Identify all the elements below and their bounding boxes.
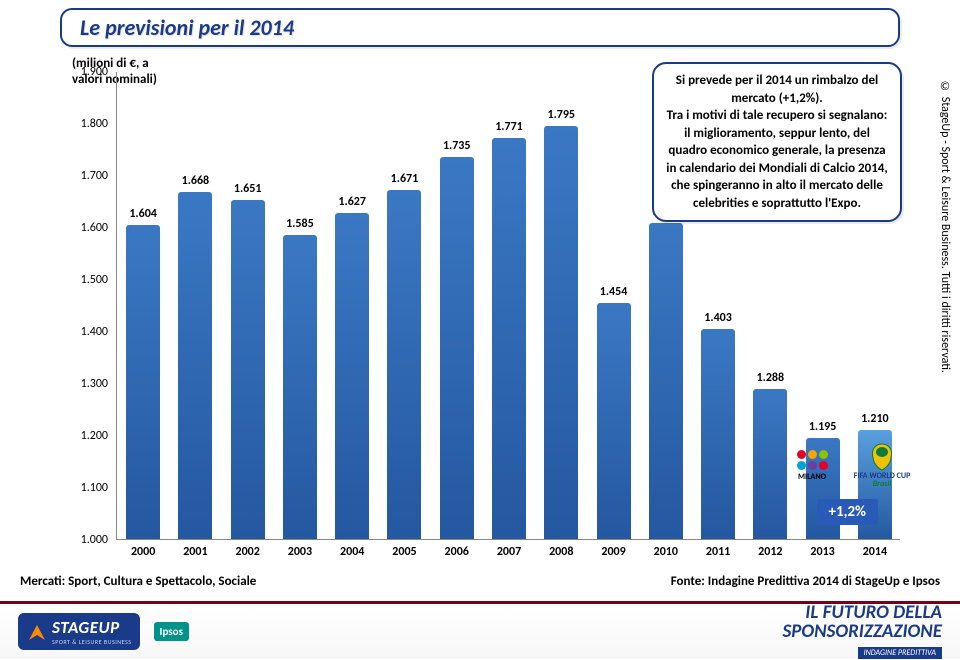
y-tick: 1.100 [81, 481, 108, 495]
futuro-l2: SPONSORIZZAZIONE [782, 622, 942, 641]
bar [387, 190, 421, 539]
stageup-mark: STAGEUP SPORT & LEISURE BUSINESS [18, 613, 140, 650]
bar-label: 1.795 [536, 108, 586, 122]
bar-label: 1.771 [484, 120, 534, 134]
x-tick: 2002 [235, 545, 259, 559]
callout-box: Si prevede per il 2014 un rimbalzo del m… [652, 62, 902, 222]
bar [544, 126, 578, 539]
y-axis: 1.000 1.100 1.200 1.300 1.400 1.500 1.600 1.700… [60, 72, 112, 562]
y-tick: 1.000 [81, 533, 108, 547]
percent-badge: +1,2% [817, 499, 878, 525]
y-tick: 1.600 [81, 221, 108, 235]
x-tick: 2009 [601, 545, 625, 559]
expo-logo: MILANO [782, 439, 842, 491]
stageup-tag: SPORT & LEISURE BUSINESS [52, 638, 132, 646]
bar [701, 329, 735, 539]
ipsos-logo: Ipsos [154, 622, 189, 641]
x-tick: 2003 [288, 545, 312, 559]
y-tick: 1.700 [81, 169, 108, 183]
bar-label: 1.454 [589, 285, 639, 299]
arrow-up-icon [26, 621, 48, 643]
bar [231, 200, 265, 539]
bar-label: 1.585 [275, 217, 325, 231]
bar [283, 235, 317, 539]
y-tick: 1.900 [81, 65, 108, 79]
expo-label: MILANO [798, 473, 826, 481]
bar-label: 1.671 [379, 172, 429, 186]
x-tick: 2012 [758, 545, 782, 559]
title-box: Le previsioni per il 2014 [60, 8, 900, 47]
footer-right: Fonte: Indagine Predittiva 2014 di Stage… [671, 574, 940, 589]
futuro-tag: INDAGINE PREDITTIVA [858, 647, 942, 659]
page-title: Le previsioni per il 2014 [80, 14, 880, 41]
bar [126, 225, 160, 539]
bar [597, 303, 631, 539]
bar-label: 1.288 [745, 371, 795, 385]
bottom-bar: STAGEUP SPORT & LEISURE BUSINESS Ipsos I… [0, 601, 960, 659]
y-tick: 1.800 [81, 117, 108, 131]
y-tick: 1.400 [81, 325, 108, 339]
bar-label: 1.668 [170, 174, 220, 188]
stageup-text: STAGEUP [52, 617, 120, 638]
y-tick: 1.200 [81, 429, 108, 443]
trophy-icon [865, 442, 899, 472]
copyright-text: © StageUp - Sport & Leisure Business. Tu… [938, 80, 952, 500]
x-tick: 2005 [392, 545, 416, 559]
fifa-logo: FIFA WORLD CUP Brasil [852, 439, 912, 491]
bar-label: 1.604 [118, 207, 168, 221]
x-tick: 2006 [445, 545, 469, 559]
x-tick: 2010 [654, 545, 678, 559]
y-tick: 1.300 [81, 377, 108, 391]
callout-p1: Si prevede per il 2014 un rimbalzo del m… [666, 72, 888, 107]
callout-p2: Tra i motivi di tale recupero si segnala… [666, 107, 888, 212]
bar-label: 1.627 [327, 195, 377, 209]
x-tick: 2014 [863, 545, 887, 559]
bar [440, 157, 474, 539]
bar-label: 1.651 [223, 182, 273, 196]
x-tick: 2011 [706, 545, 730, 559]
bar-label: 1.195 [798, 420, 848, 434]
futuro-logo: IL FUTURO DELLA SPONSORIZZAZIONE INDAGIN… [782, 603, 942, 660]
bar-label: 1.735 [432, 139, 482, 153]
x-tick: 2013 [810, 545, 834, 559]
bar [492, 138, 526, 539]
event-logos: MILANO FIFA WORLD CUP Brasil [782, 439, 912, 491]
x-tick: 2000 [131, 545, 155, 559]
bar [335, 213, 369, 539]
bar [649, 223, 683, 539]
bar-label: 1.210 [850, 412, 900, 426]
stageup-logo: STAGEUP SPORT & LEISURE BUSINESS Ipsos [18, 613, 189, 650]
x-tick: 2008 [549, 545, 573, 559]
fifa-l2: Brasil [873, 480, 892, 488]
x-tick: 2007 [497, 545, 521, 559]
x-tick: 2001 [183, 545, 207, 559]
y-tick: 1.500 [81, 273, 108, 287]
bar [178, 192, 212, 539]
footer-left: Mercati: Sport, Cultura e Spettacolo, So… [20, 574, 256, 589]
bar-label: 1.403 [693, 311, 743, 325]
x-tick: 2004 [340, 545, 364, 559]
